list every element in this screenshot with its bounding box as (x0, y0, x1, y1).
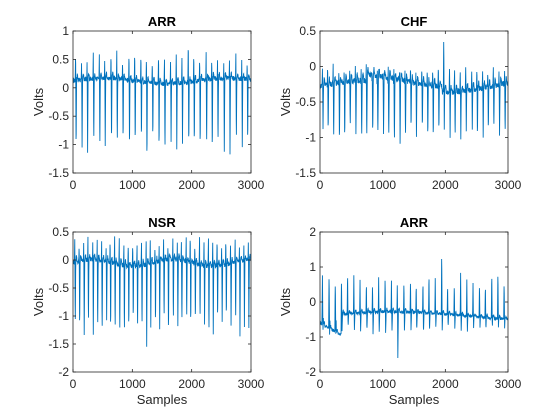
y-tick-label: 0 (309, 295, 316, 309)
subplot-title: CHF (401, 14, 428, 29)
y-tick-label: 0 (62, 81, 69, 95)
y-axis-label: Volts (278, 287, 293, 316)
y-tick-label: 0.5 (52, 52, 69, 66)
x-axis-label: Samples (389, 392, 440, 407)
y-tick-label: 2 (309, 225, 316, 239)
y-tick-label: 0 (62, 253, 69, 267)
x-tick-label: 2000 (432, 377, 459, 391)
subplot-2: 0 1000 2000 3000 -1.5 -1 -0.5 0 0.5 CHF Volts (278, 14, 522, 192)
y-axis-label: Volts (31, 87, 46, 116)
y-tick-label: -2 (58, 365, 69, 379)
y-tick-label: -1 (305, 131, 316, 145)
axes-box (72, 30, 252, 174)
x-tick-label: 3000 (495, 178, 522, 192)
subplot-title: ARR (400, 215, 429, 230)
y-tick-label: -1 (58, 138, 69, 152)
y-tick-label: 0.5 (299, 24, 316, 38)
y-tick-label: -1 (305, 330, 316, 344)
y-tick-label: -2 (305, 365, 316, 379)
series-line (73, 50, 251, 155)
x-tick-label: 2000 (432, 178, 459, 192)
x-tick-label: 0 (317, 178, 324, 192)
y-tick-label: -1.5 (48, 337, 69, 351)
x-tick-label: 1000 (119, 377, 146, 391)
x-tick-label: 1000 (369, 178, 396, 192)
subplot-1: 0 1000 2000 3000 -1.5 -1 -0.5 0 0.5 1 ARR Volts (31, 14, 265, 192)
subplot-4: 0 1000 2000 3000 -2 -1 0 1 2 ARR Volts Samples (278, 215, 522, 407)
x-tick-label: 3000 (238, 178, 265, 192)
series-line (73, 236, 251, 347)
y-tick-label: -1.5 (48, 166, 69, 180)
x-tick-label: 1000 (119, 178, 146, 192)
y-tick-label: 0.5 (52, 225, 69, 239)
y-axis-label: Volts (278, 87, 293, 116)
subplot-3: 0 1000 2000 3000 -2 -1.5 -1 -0.5 0 0.5 NSR Volts Sam… (31, 215, 265, 407)
x-tick-label: 1000 (369, 377, 396, 391)
y-tick-label: 0 (309, 60, 316, 74)
x-tick-label: 0 (70, 377, 77, 391)
x-axis-label: Samples (137, 392, 188, 407)
y-tick-label: -1.5 (295, 166, 316, 180)
y-tick-label: -0.5 (48, 281, 69, 295)
subplot-title: NSR (148, 215, 176, 230)
y-tick-label: -0.5 (48, 109, 69, 123)
subplot-title: ARR (148, 14, 177, 29)
y-axis-label: Volts (31, 287, 46, 316)
x-tick-label: 2000 (178, 377, 205, 391)
y-tick-label: 1 (309, 260, 316, 274)
x-tick-label: 0 (317, 377, 324, 391)
x-tick-label: 0 (70, 178, 77, 192)
y-tick-label: -0.5 (295, 95, 316, 109)
y-tick-label: -1 (58, 309, 69, 323)
axes-box (72, 231, 252, 373)
x-tick-label: 3000 (238, 377, 265, 391)
x-tick-label: 3000 (495, 377, 522, 391)
series-line (320, 258, 508, 359)
x-tick-label: 2000 (178, 178, 205, 192)
series-line (320, 41, 508, 144)
y-tick-label: 1 (62, 24, 69, 38)
